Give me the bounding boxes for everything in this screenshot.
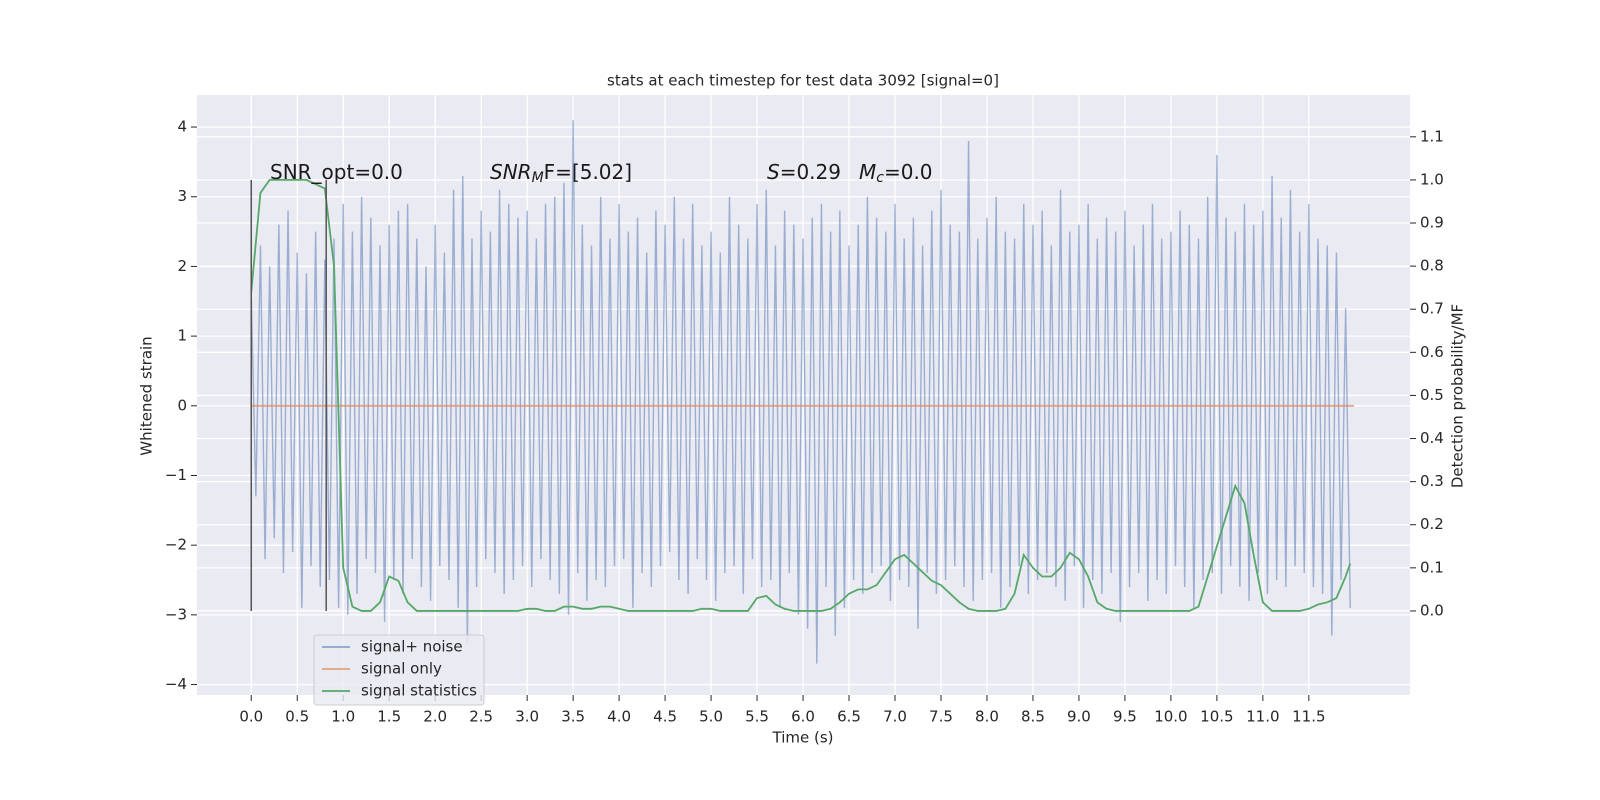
annotation-sub: M <box>532 170 544 186</box>
x-tick-label: 8.5 <box>1021 708 1045 726</box>
annotation: SNRMF=[5.02] <box>490 160 632 187</box>
x-tick-label: 6.5 <box>837 708 861 726</box>
annotation-base: SNR <box>490 160 532 184</box>
x-tick-label: 5.0 <box>699 708 723 726</box>
x-tick-label: 5.5 <box>745 708 769 726</box>
y2-tick-label: 0.0 <box>1420 601 1444 619</box>
annotation-rest: =0.0 <box>884 160 933 184</box>
y2-tick-label: 0.4 <box>1420 429 1444 447</box>
x-axis-label: Time (s) <box>772 729 834 747</box>
y2-tick-label: 0.3 <box>1420 472 1444 490</box>
y-tick-label: 0 <box>177 396 187 414</box>
annotation-base: S <box>767 160 780 184</box>
x-tick-label: 2.5 <box>469 708 493 726</box>
x-tick-label: 7.5 <box>929 708 953 726</box>
y2-axis-label: Detection probability/MF <box>1449 304 1467 488</box>
y-tick-label: 1 <box>177 327 187 345</box>
y-axis-label: Whitened strain <box>138 336 156 455</box>
x-tick-label: 0.0 <box>239 708 263 726</box>
legend-label: signal statistics <box>361 682 477 700</box>
x-tick-label: 10.0 <box>1154 708 1187 726</box>
x-tick-label: 11.0 <box>1246 708 1279 726</box>
x-tick-label: 3.0 <box>515 708 539 726</box>
x-tick-label: 2.0 <box>423 708 447 726</box>
annotation-rest: F=[5.02] <box>544 160 632 184</box>
series-line <box>250 179 1352 612</box>
x-tick-label: 9.5 <box>1113 708 1137 726</box>
legend-label: signal only <box>361 660 442 678</box>
annotation-text: SNR_opt=0.0 <box>270 160 403 184</box>
x-tick-label: 11.5 <box>1292 708 1325 726</box>
x-tick-label: 1.0 <box>331 708 355 726</box>
legend-box <box>313 634 485 706</box>
y2-tick-label: 0.9 <box>1420 214 1444 232</box>
y2-tick-label: 0.1 <box>1420 558 1444 576</box>
annotation-sub: c <box>876 170 884 186</box>
x-tick-label: 8.0 <box>975 708 999 726</box>
annotation: Mc=0.0 <box>859 160 933 187</box>
x-tick-label: 9.0 <box>1067 708 1091 726</box>
x-tick-label: 10.5 <box>1200 708 1233 726</box>
x-tick-label: 3.5 <box>561 708 585 726</box>
y2-tick-label: 0.5 <box>1420 386 1444 404</box>
y-tick-label: −2 <box>165 536 187 554</box>
y-tick-label: −1 <box>165 466 187 484</box>
annotation-rest: =0.29 <box>780 160 841 184</box>
y2-tick-label: 0.6 <box>1420 343 1444 361</box>
y2-tick-label: 0.7 <box>1420 300 1444 318</box>
y-tick-label: 4 <box>177 118 187 136</box>
legend-label: signal+ noise <box>361 638 463 656</box>
annotation-base: M <box>859 160 876 184</box>
x-tick-label: 6.0 <box>791 708 815 726</box>
y2-tick-label: 1.1 <box>1420 127 1444 145</box>
x-tick-label: 1.5 <box>377 708 401 726</box>
y2-tick-label: 1.0 <box>1420 170 1444 188</box>
series-line <box>250 120 1351 664</box>
x-tick-label: 4.0 <box>607 708 631 726</box>
y2-tick-label: 0.8 <box>1420 257 1444 275</box>
annotation: S=0.29 <box>767 160 841 184</box>
x-tick-label: 4.5 <box>653 708 677 726</box>
y-tick-label: 2 <box>177 257 187 275</box>
chart-title: stats at each timestep for test data 309… <box>607 72 999 90</box>
annotation: SNR_opt=0.0 <box>270 160 403 184</box>
x-tick-label: 0.5 <box>285 708 309 726</box>
y-tick-label: −3 <box>165 605 187 623</box>
y2-tick-label: 0.2 <box>1420 515 1444 533</box>
y-tick-label: 3 <box>177 187 187 205</box>
y-tick-label: −4 <box>165 675 187 693</box>
x-tick-label: 7.0 <box>883 708 907 726</box>
